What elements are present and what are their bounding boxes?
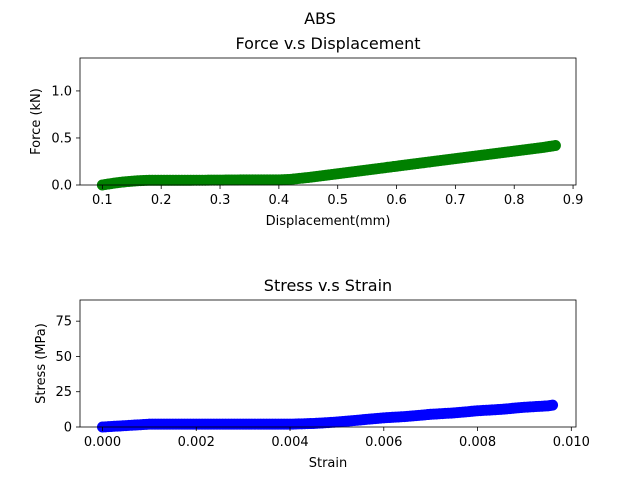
force-y-axis-label: Force (kN) (29, 88, 44, 155)
stress-x-tick-label: 0.006 (365, 435, 402, 450)
force-x-tick-label: 0.7 (445, 193, 466, 208)
figure-suptitle: ABS (304, 9, 336, 28)
force-x-tick-label: 0.6 (386, 193, 407, 208)
force-x-tick-label: 0.5 (327, 193, 348, 208)
stress-x-tick-label: 0.008 (459, 435, 496, 450)
stress-x-tick-label: 0.002 (178, 435, 215, 450)
stress-axes-frame (79, 299, 577, 428)
force-y-tick-label: 0.0 (51, 179, 72, 194)
stress-chart-title: Stress v.s Strain (264, 276, 392, 295)
force-axes-frame (79, 57, 577, 186)
stress-x-tick-label: 0.000 (84, 435, 121, 450)
stress-x-tick-label: 0.010 (553, 435, 590, 450)
force-y-tick-label: 0.5 (51, 131, 72, 146)
stress-data-point (547, 399, 559, 411)
force-x-axis-label: Displacement(mm) (266, 214, 391, 229)
force-series-0 (96, 139, 561, 191)
force-x-tick-label: 0.9 (563, 193, 584, 208)
force-x-tick-label: 0.2 (151, 193, 172, 208)
stress-strain-chart: 0.000 0.002 0.004 0.006 0.008 0.010 0 25 50 75 Str… (34, 276, 590, 471)
force-x-tick-label: 0.8 (504, 193, 525, 208)
force-y-tick-label: 1.0 (51, 84, 72, 99)
stress-x-tick-label: 0.004 (271, 435, 308, 450)
stress-y-tick-label: 50 (55, 350, 72, 365)
force-displacement-chart: 0.1 0.2 0.3 0.4 0.5 0.6 0.7 0.8 0.9 0.0 0.5 1.0 Forc… (29, 34, 583, 229)
force-data-point (549, 139, 561, 151)
stress-y-axis-label: Stress (MPa) (34, 323, 49, 404)
force-x-tick-label: 0.3 (210, 193, 231, 208)
stress-y-tick-label: 0 (64, 421, 72, 436)
force-x-tick-label: 0.1 (92, 193, 113, 208)
force-chart-title: Force v.s Displacement (235, 34, 420, 53)
stress-y-tick-label: 75 (55, 315, 72, 330)
stress-x-axis-label: Strain (309, 456, 348, 471)
stress-y-tick-label: 25 (55, 385, 72, 400)
force-x-tick-label: 0.4 (269, 193, 290, 208)
